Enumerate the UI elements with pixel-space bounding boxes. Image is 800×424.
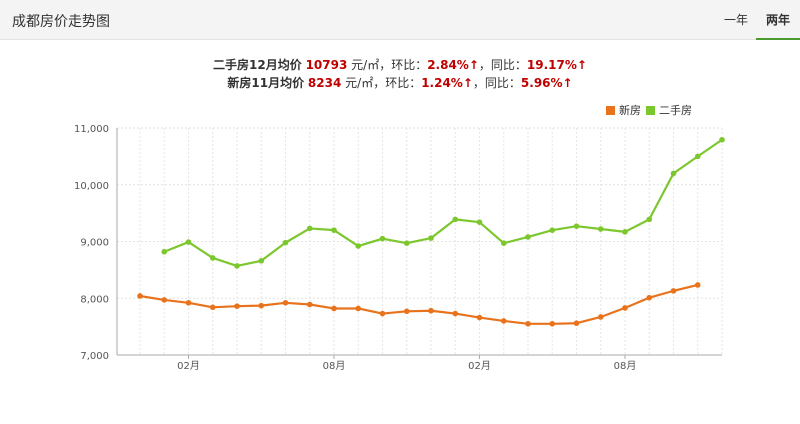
- data-point-new: [137, 293, 143, 299]
- page-title: 成都房价走势图: [12, 14, 110, 30]
- summary-line-new: 新房11月均价 8234 元/㎡，环比：1.24%↑，同比：5.96%↑: [0, 74, 800, 92]
- data-point-new: [549, 320, 556, 327]
- y-tick-label: 10,000: [74, 181, 109, 192]
- data-point-new: [452, 310, 459, 317]
- summary-line-second-hand: 二手房12月均价 10793 元/㎡，环比：2.84%↑，同比：19.17%↑: [0, 56, 800, 74]
- legend-item-second-hand[interactable]: 二手房: [646, 104, 692, 118]
- legend-item-new[interactable]: 新房: [606, 104, 641, 118]
- data-point-new: [403, 308, 410, 315]
- data-point-new: [476, 314, 483, 321]
- y-tick-label: 8,000: [80, 294, 109, 305]
- summary-unit: 元/㎡，环比：: [345, 76, 422, 90]
- legend-label-new: 新房: [619, 104, 641, 117]
- data-point-second-hand: [573, 223, 580, 229]
- data-point-second-hand: [234, 263, 240, 269]
- data-point-second-hand: [355, 243, 362, 249]
- data-point-second-hand: [694, 153, 701, 160]
- tab-two-years[interactable]: 两年: [756, 0, 800, 40]
- summary-yoy: 5.96%↑: [520, 76, 573, 90]
- summary-price: 10793: [305, 58, 348, 72]
- data-point-second-hand: [379, 235, 386, 242]
- legend-label-second-hand: 二手房: [659, 104, 692, 117]
- data-point-second-hand: [476, 219, 483, 226]
- legend-swatch-new: [606, 105, 615, 115]
- header-bar: 成都房价走势图 一年 两年: [0, 0, 800, 40]
- data-point-second-hand: [403, 240, 410, 247]
- data-point-new: [355, 305, 362, 312]
- x-tick-label: 02月: [177, 360, 200, 372]
- data-point-new: [209, 304, 216, 311]
- data-point-second-hand: [525, 234, 531, 240]
- data-point-new: [597, 314, 604, 320]
- data-point-new: [379, 310, 386, 317]
- data-point-second-hand: [549, 227, 556, 233]
- y-tick-label: 7,000: [80, 351, 109, 362]
- y-tick-label: 9,000: [80, 238, 109, 249]
- data-point-new: [331, 305, 337, 312]
- data-point-second-hand: [500, 240, 507, 247]
- x-tick-label: 08月: [614, 360, 637, 372]
- data-point-second-hand: [258, 257, 265, 264]
- tab-one-year[interactable]: 一年: [723, 13, 748, 27]
- data-point-new: [500, 318, 507, 324]
- summary-sep: ，同比：: [472, 76, 521, 90]
- legend-swatch-second-hand: [646, 105, 655, 115]
- summary-label: 二手房12月均价: [213, 58, 302, 72]
- price-summary: 二手房12月均价 10793 元/㎡，环比：2.84%↑，同比：19.17%↑ …: [0, 56, 800, 92]
- summary-label: 新房11月均价: [227, 76, 305, 90]
- summary-yoy: 19.17%↑: [526, 58, 587, 72]
- x-tick-label: 02月: [468, 360, 491, 372]
- summary-mom: 2.84%↑: [427, 58, 479, 72]
- data-point-second-hand: [646, 216, 653, 223]
- data-point-new: [694, 282, 701, 288]
- data-point-second-hand: [306, 225, 313, 232]
- data-point-new: [234, 303, 240, 309]
- data-point-second-hand: [185, 239, 192, 245]
- data-point-new: [161, 297, 168, 303]
- data-point-new: [428, 307, 434, 314]
- data-point-new: [646, 294, 653, 301]
- data-point-new: [282, 299, 289, 306]
- summary-unit: 元/㎡，环比：: [351, 58, 428, 72]
- data-point-second-hand: [209, 255, 216, 261]
- series-line-new: [139, 283, 699, 325]
- data-point-second-hand: [282, 239, 289, 246]
- data-point-second-hand: [670, 170, 677, 177]
- summary-price: 8234: [307, 76, 342, 90]
- x-tick-label: 08月: [323, 360, 346, 372]
- data-point-new: [622, 305, 628, 311]
- data-point-new: [185, 299, 192, 306]
- data-point-second-hand: [452, 216, 459, 223]
- data-point-new: [670, 288, 677, 294]
- data-point-second-hand: [161, 248, 168, 255]
- series-line-second-hand: [163, 138, 723, 268]
- data-point-second-hand: [622, 229, 628, 235]
- data-point-new: [573, 320, 580, 327]
- data-point-second-hand: [597, 226, 604, 232]
- data-point-second-hand: [331, 227, 337, 233]
- data-point-new: [258, 302, 265, 309]
- data-point-second-hand: [719, 136, 725, 143]
- data-point-new: [306, 301, 313, 308]
- summary-sep: ，同比：: [478, 58, 527, 72]
- summary-mom: 1.24%↑: [421, 76, 473, 90]
- y-tick-label: 11,000: [74, 124, 109, 135]
- data-point-new: [525, 320, 531, 327]
- data-point-second-hand: [428, 235, 434, 241]
